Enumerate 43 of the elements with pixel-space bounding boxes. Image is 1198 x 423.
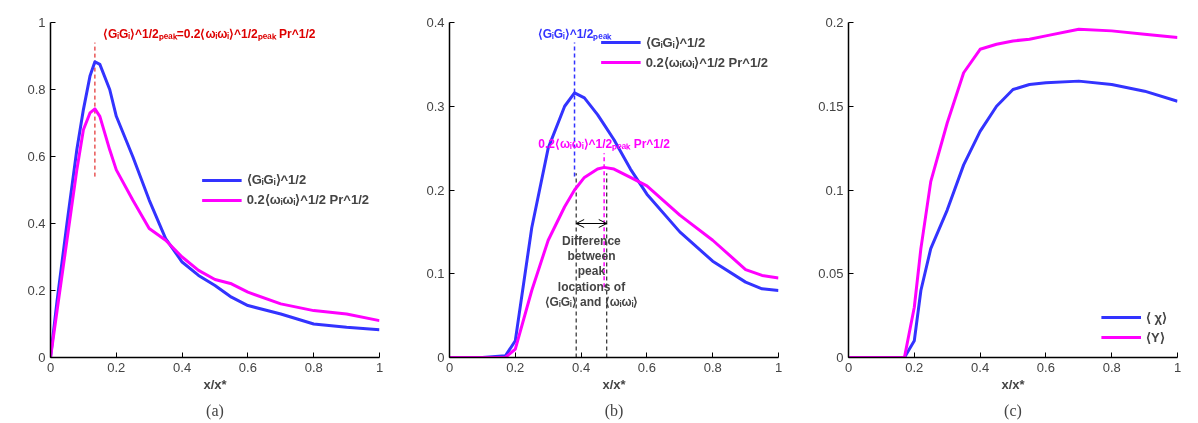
x-axis-title: x/x*: [1001, 376, 1026, 392]
x-tick-label: 0.2: [506, 359, 525, 375]
y-tick-label: 0.4: [27, 216, 46, 231]
x-tick-label: 0.4: [572, 359, 591, 375]
y-tick-label: 0.3: [426, 98, 445, 114]
y-tick-label: 0.2: [426, 182, 445, 198]
x-tick-label: 0.6: [238, 359, 257, 375]
ref-line-label: ⟨GᵢGᵢ⟩^1/2ₚₑₐₖ: [537, 26, 613, 42]
x-tick-label: 1: [774, 359, 783, 375]
x-tick-label: 1: [375, 359, 384, 375]
legend-label: 0.2⟨ωᵢωᵢ⟩^1/2 Pr^1/2: [246, 192, 369, 207]
x-axis-title: x/x*: [203, 376, 228, 392]
x-axis-title: x/x*: [602, 376, 627, 392]
x-tick-label: 0.6: [637, 359, 656, 375]
y-tick-label: 0.15: [818, 98, 844, 114]
x-tick-label: 0.2: [905, 359, 924, 375]
legend-label: ⟨Y⟩: [1145, 329, 1166, 345]
y-tick-label: 0.2: [27, 283, 46, 298]
y-tick-label: 0.1: [825, 182, 844, 198]
annotation: ⟨GᵢGᵢ⟩^1/2ₚₑₐₖ=0.2⟨ωᵢωᵢ⟩^1/2ₚₑₐₖ Pr^1/2: [102, 26, 316, 42]
x-tick-label: 0.8: [1102, 359, 1121, 375]
text: (c): [1004, 401, 1022, 420]
x-tick-label: 0.4: [971, 359, 990, 375]
y-tick-label: 0.05: [818, 266, 844, 282]
annotation: Difference between peak locations of ⟨GᵢGᵢ⟩ and ⟨ωᵢωᵢ⟩: [544, 233, 639, 310]
x-tick-label: 0.6: [1036, 359, 1055, 375]
text: (b): [604, 401, 624, 420]
legend-label: ⟨ χ⟩: [1145, 309, 1167, 325]
x-tick-label: 1: [1173, 359, 1182, 375]
y-tick-label: 0.8: [27, 82, 46, 97]
legend-label: ⟨GᵢGᵢ⟩^1/2: [645, 34, 706, 50]
legend-label: 0.2⟨ωᵢωᵢ⟩^1/2 Pr^1/2: [645, 54, 768, 70]
y-tick-label: 0.2: [825, 15, 844, 30]
y-tick-label: 0.6: [27, 149, 46, 164]
y-tick-label: 1: [38, 15, 46, 30]
x-tick-label: 0.8: [304, 359, 323, 375]
x-tick-label: 0.4: [173, 359, 192, 375]
text: (a): [206, 401, 224, 420]
y-tick-label: 0.1: [426, 266, 445, 282]
y-tick-label: 0.4: [426, 15, 445, 30]
legend-label: ⟨GᵢGᵢ⟩^1/2: [246, 172, 307, 187]
x-tick-label: 0.8: [703, 359, 722, 375]
x-tick-label: 0.2: [107, 359, 126, 375]
